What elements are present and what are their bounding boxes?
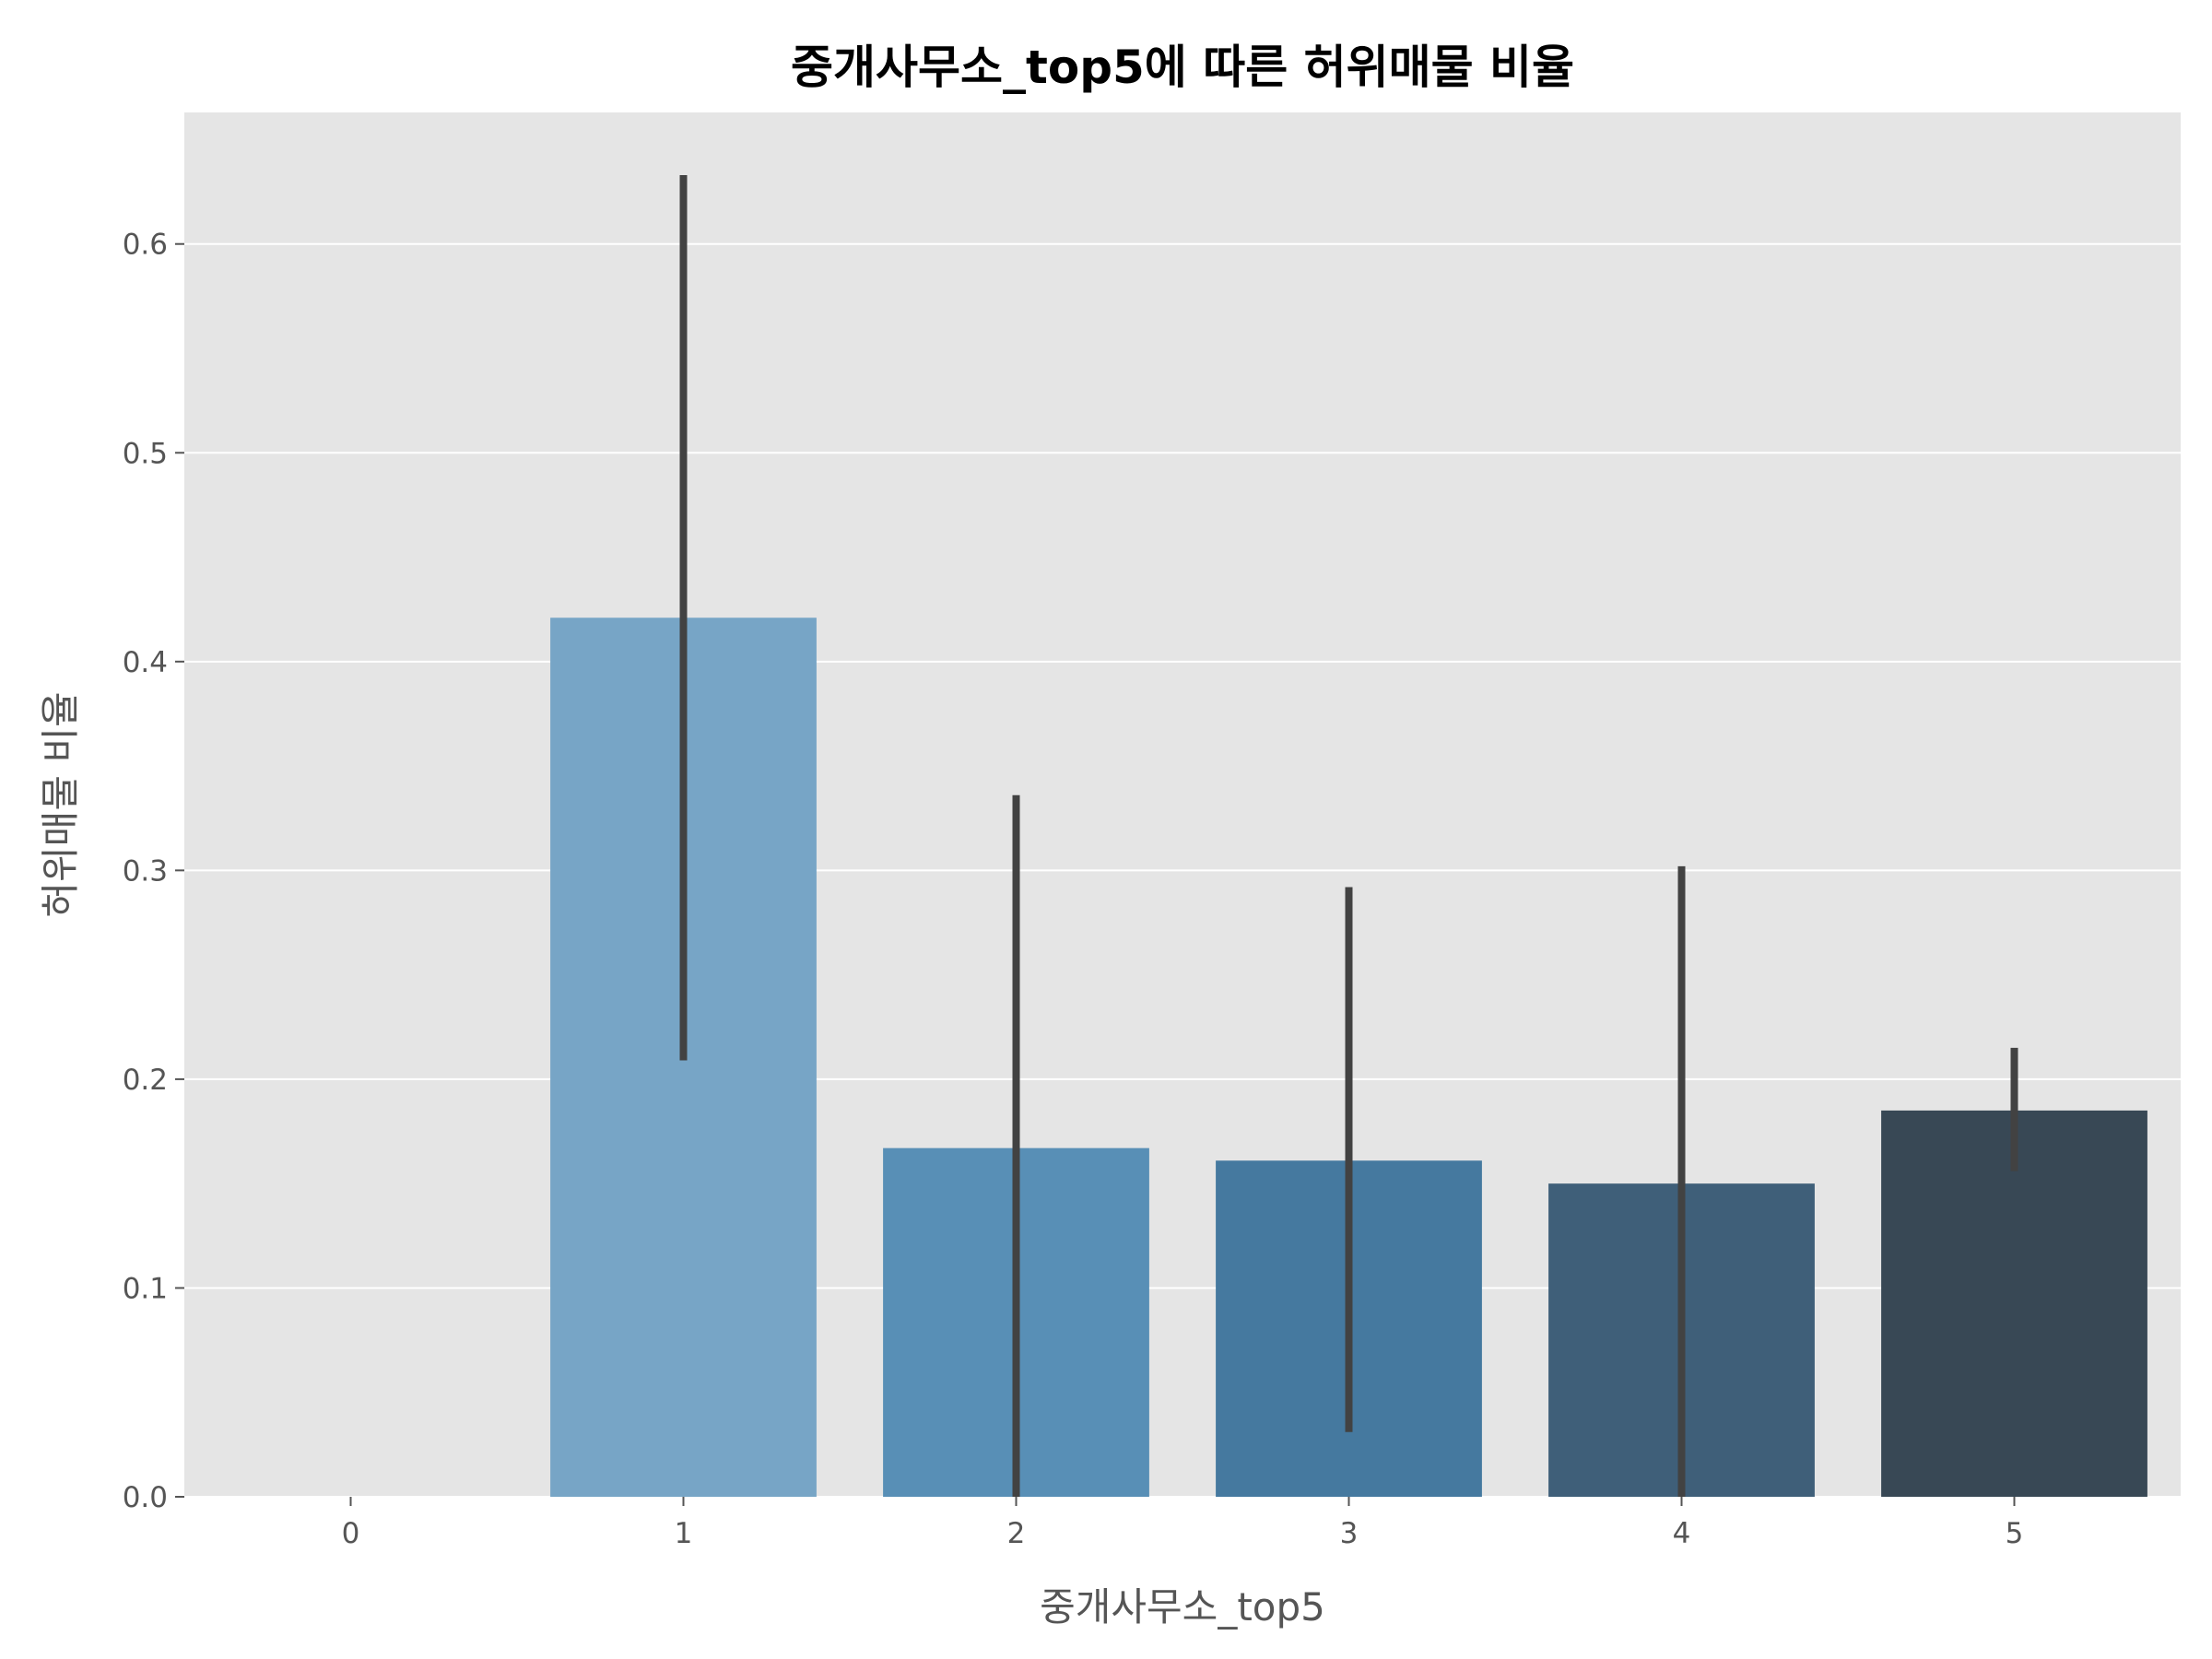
y-axis-label: 허위매물 비율 xyxy=(38,691,83,917)
bar-5 xyxy=(1881,1110,2147,1497)
y-tick-label-6: 0.6 xyxy=(123,229,168,262)
x-axis-ticks: 0 1 2 3 4 5 xyxy=(342,1497,2024,1550)
y-tick-label-4: 0.4 xyxy=(123,646,168,679)
x-axis-label: 중개사무소_top5 xyxy=(1040,1584,1325,1630)
x-tick-label-0: 0 xyxy=(342,1517,360,1550)
chart-title: 중개사무소_top5에 따른 허위매물 비율 xyxy=(791,41,1574,94)
y-tick-label-2: 0.2 xyxy=(123,1064,168,1097)
x-tick-label-2: 2 xyxy=(1007,1517,1026,1550)
y-tick-label-5: 0.5 xyxy=(123,437,168,470)
x-tick-label-5: 5 xyxy=(2006,1517,2024,1550)
y-axis-ticks: 0.0 0.1 0.2 0.3 0.4 0.5 0.6 xyxy=(123,229,184,1514)
grid-lines xyxy=(184,242,2181,1498)
y-tick-label-0: 0.0 xyxy=(123,1481,168,1514)
x-tick-label-1: 1 xyxy=(675,1517,693,1550)
x-tick-label-3: 3 xyxy=(1340,1517,1359,1550)
y-tick-label-1: 0.1 xyxy=(123,1272,168,1305)
x-tick-label-4: 4 xyxy=(1673,1517,1691,1550)
plot-area xyxy=(184,112,2181,1497)
error-bars xyxy=(679,174,2018,1497)
y-tick-label-3: 0.3 xyxy=(123,854,168,888)
